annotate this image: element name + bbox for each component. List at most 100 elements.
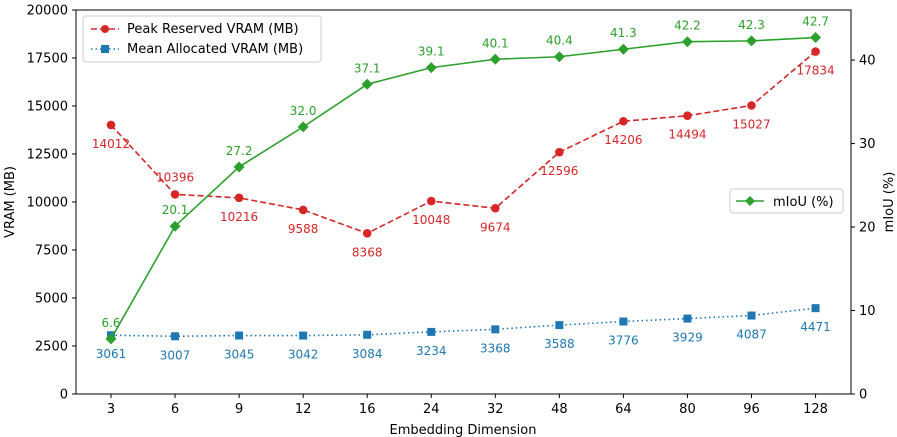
y-left-tick-label: 12500 [27,148,68,163]
mean-point [491,325,500,334]
miou-data-label: 40.1 [482,36,509,50]
mean-data-label: 3929 [672,331,703,345]
miou-data-label: 32.0 [290,104,317,118]
y-left-tick-label: 0 [60,388,68,403]
x-tick-label: 96 [743,402,760,417]
mean-data-label: 3776 [608,334,639,348]
miou-point [746,35,757,47]
mean-data-label: 4087 [736,328,767,342]
miou-point [681,36,693,48]
y-left-tick-label: 2500 [35,340,68,355]
mean-point [171,332,180,341]
x-tick-label: 128 [803,402,828,417]
peak-point [683,111,692,121]
peak-data-label: 14494 [668,128,706,142]
miou-data-label: 42.2 [674,19,701,33]
x-tick-label: 24 [423,402,440,417]
peak-data-label: 10048 [412,213,450,227]
y-left-tick-label: 15000 [27,100,68,115]
legend-left: Peak Reserved VRAM (MB) Mean Allocated V… [82,15,322,63]
peak-data-label: 17834 [796,64,834,78]
mean-point [363,330,372,339]
legend-miou-label: mIoU (%) [773,195,834,210]
y-right-tick-label: 20 [859,221,876,236]
mean-data-label: 3234 [416,344,447,358]
miou-point [810,32,822,44]
mean-point [235,331,244,340]
legend-right-box [729,188,844,214]
x-axis-title: Embedding Dimension [390,423,537,437]
legend-left-box [82,15,322,63]
peak-data-label: 10396 [156,170,194,184]
peak-data-label: 8368 [352,245,383,259]
x-tick-label: 64 [615,402,632,417]
peak-data-label: 9588 [288,222,319,236]
peak-point [811,47,820,56]
peak-data-label: 14012 [92,137,130,151]
x-tick-label: 6 [171,402,179,417]
miou-point [553,51,565,63]
y-left-tick-label: 10000 [27,196,68,211]
peak-data-label: 9674 [480,220,511,234]
legend-mean-label: Mean Allocated VRAM (MB) [127,42,303,57]
y-left-tick-label: 20000 [27,4,68,19]
peak-point [170,190,180,199]
miou-point [425,62,437,74]
x-tick-label: 12 [295,402,312,417]
miou-point [617,43,629,55]
miou-data-label: 42.7 [802,15,829,29]
x-tick-label: 32 [487,402,504,417]
peak-data-label: 15027 [732,117,770,131]
y-axis-left-title: VRAM (MB) [3,166,18,238]
peak-point [619,116,628,126]
peak-point [298,205,308,215]
miou-point [297,121,309,133]
peak-series-line [110,50,817,235]
mean-data-label: 3588 [544,337,575,351]
x-tick-label: 80 [679,402,696,417]
mean-data-label: 4471 [800,320,831,334]
x-tick-label: 3 [107,402,115,417]
miou-point [233,161,245,173]
y-axis-right-title: mIoU (%) [882,172,897,233]
miou-point [361,78,373,90]
mean-point [299,331,308,340]
y-left-tick-label: 5000 [35,292,68,307]
miou-data-label: 20.1 [162,203,189,217]
plot-area [75,9,852,395]
x-tick-label: 16 [359,402,376,417]
legend-peak-marker [101,25,109,33]
miou-data-label: 27.2 [226,144,253,158]
y-right-tick-label: 30 [859,137,876,152]
mean-point [555,321,564,330]
y-right-tick-label: 10 [859,304,876,319]
miou-series-line [110,36,816,340]
miou-data-label: 41.3 [610,26,637,40]
mean-point [619,317,628,326]
peak-point [106,120,116,130]
peak-point [747,101,756,110]
mean-data-label: 3042 [288,348,319,362]
peak-point [362,229,372,238]
x-tick-label: 9 [235,402,243,417]
legend-peak-label: Peak Reserved VRAM (MB) [127,22,299,37]
peak-point [555,147,564,157]
y-right-tick-label: 0 [859,388,867,403]
y-left-tick-label: 17500 [27,52,68,67]
miou-data-label: 40.4 [546,34,573,48]
peak-point [234,193,244,203]
mean-point [683,314,692,323]
miou-data-label: 37.1 [354,61,381,75]
miou-data-label: 42.3 [738,18,765,32]
mean-data-label: 3084 [352,347,383,361]
mean-point [811,304,820,313]
mean-point [427,327,436,336]
y-right-tick-label: 40 [859,54,876,69]
mean-point [747,311,756,320]
peak-data-label: 12596 [540,164,578,178]
peak-data-label: 10216 [220,210,258,224]
x-tick-label: 48 [551,402,568,417]
peak-data-label: 14206 [604,133,642,147]
miou-point [169,220,181,232]
